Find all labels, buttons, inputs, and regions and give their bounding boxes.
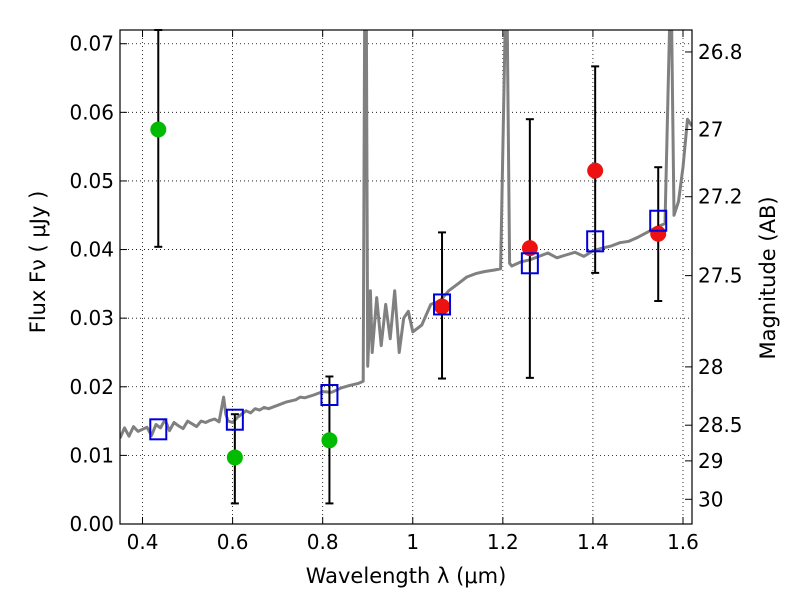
data-markers	[149, 121, 668, 466]
y-tick-label: 0.06	[69, 100, 114, 124]
y2-tick-label: 30	[698, 487, 723, 511]
y-tick-label: 0.07	[69, 32, 114, 56]
y2-axis-label: Magnitude (AB)	[756, 196, 780, 359]
axis-ticks	[120, 30, 692, 525]
green-data-point	[150, 121, 167, 138]
green-data-point	[321, 432, 338, 449]
x-axis-label: Wavelength λ (μm)	[306, 564, 507, 588]
red-data-point	[587, 162, 604, 179]
y2-tick-label: 28.5	[698, 413, 743, 437]
red-data-point	[521, 240, 538, 257]
x-tick-label: 1.2	[487, 530, 519, 554]
y-axis-label: Flux Fν ( μJy )	[26, 191, 50, 334]
y-tick-label: 0.05	[69, 169, 114, 193]
x-tick-label: 0.4	[127, 530, 159, 554]
y-tick-label: 0.00	[69, 512, 114, 536]
y2-tick-label: 29	[698, 449, 723, 473]
plot-frame	[119, 29, 693, 525]
y-tick-label: 0.02	[69, 375, 114, 399]
model-photometry-box	[649, 209, 668, 232]
model-spectrum-line	[120, 30, 692, 439]
y2-tick-label: 26.8	[698, 40, 743, 64]
model-photometry-box	[149, 418, 168, 441]
x-tick-label: 1	[406, 530, 419, 554]
red-data-point	[650, 225, 667, 242]
tick-labels: 0.4 0.6 0.8 1 1.2 1.4 1.6 0.00 0.01 0.02 0.03 0.04 0…	[69, 32, 742, 554]
x-tick-label: 0.8	[307, 530, 339, 554]
y-tick-label: 0.03	[69, 306, 114, 330]
model-photometry-box	[225, 408, 244, 431]
model-photometry-box	[320, 384, 339, 407]
red-data-point	[434, 298, 451, 315]
model-photometry-box	[586, 230, 605, 253]
y2-tick-label: 27	[698, 117, 723, 141]
y-tick-label: 0.01	[69, 443, 114, 467]
green-data-point	[226, 449, 243, 466]
x-tick-label: 1.6	[667, 530, 699, 554]
model-photometry-box	[433, 293, 452, 316]
y2-tick-label: 27.5	[698, 264, 743, 288]
error-bars	[154, 29, 663, 505]
y2-tick-label: 27.2	[698, 185, 743, 209]
y2-tick-label: 28	[698, 355, 723, 379]
model-photometry-box	[520, 252, 539, 275]
x-tick-label: 1.4	[577, 530, 609, 554]
x-tick-label: 0.6	[217, 530, 249, 554]
model-spectrum	[120, 30, 692, 439]
grid-lines	[120, 30, 692, 525]
y-tick-label: 0.04	[69, 238, 114, 262]
